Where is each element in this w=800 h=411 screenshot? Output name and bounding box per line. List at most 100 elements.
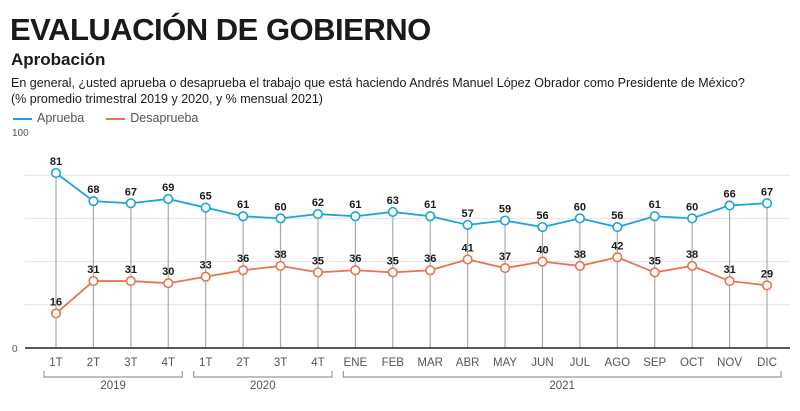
data-label: 40 <box>536 245 548 257</box>
data-label: 35 <box>387 255 399 267</box>
data-point <box>238 265 249 276</box>
x-tick-label: MAY <box>493 357 517 369</box>
data-point <box>724 275 735 287</box>
data-label: 56 <box>536 210 548 222</box>
data-point <box>425 211 436 222</box>
data-point <box>425 265 436 276</box>
data-point <box>761 198 773 209</box>
data-label: 65 <box>200 191 212 203</box>
data-label: 30 <box>162 266 174 278</box>
x-tick-label: 4T <box>311 357 324 369</box>
data-label: 36 <box>349 253 361 265</box>
x-tick-label: 1T <box>199 357 212 369</box>
data-label: 60 <box>686 201 698 213</box>
data-point <box>88 275 99 287</box>
x-tick-label: MAR <box>417 357 443 369</box>
data-point <box>462 219 473 230</box>
data-label: 37 <box>499 251 511 263</box>
x-tick-label: 4T <box>162 357 175 369</box>
note-text: (% promedio trimestral 2019 y 2020, y % … <box>11 92 323 106</box>
legend-item-aprueba: Aprueba <box>13 111 84 125</box>
data-point <box>275 213 286 224</box>
data-label: 67 <box>761 186 773 198</box>
data-point <box>612 221 623 233</box>
x-tick-label: 2T <box>236 357 249 369</box>
data-label: 61 <box>349 199 361 211</box>
legend-item-desaprueba: Desaprueba <box>106 111 198 125</box>
x-tick-label: NOV <box>717 357 742 369</box>
data-point <box>50 308 62 319</box>
data-label: 38 <box>274 249 286 261</box>
data-label: 41 <box>462 242 474 254</box>
data-point <box>350 265 361 276</box>
data-point <box>537 256 548 267</box>
group-bracket <box>342 371 782 378</box>
x-tick-label: FEB <box>382 357 405 369</box>
data-label: 31 <box>723 264 735 276</box>
data-label: 35 <box>312 255 324 267</box>
data-label: 16 <box>50 296 62 308</box>
series-line-aprueba <box>55 172 768 228</box>
data-label: 29 <box>761 268 773 280</box>
data-label: 36 <box>237 253 249 265</box>
data-point <box>200 202 211 213</box>
chart-subtitle: Aprobación <box>11 50 106 69</box>
x-tick-label: SEP <box>643 357 666 369</box>
data-label: 66 <box>723 188 735 200</box>
data-point <box>200 271 211 282</box>
data-label: 38 <box>686 249 698 261</box>
legend-label: Desaprueba <box>130 111 199 125</box>
group-label: 2020 <box>250 380 276 392</box>
y-tick-label: 100 <box>12 128 29 139</box>
data-label: 35 <box>649 255 661 267</box>
chart-question: En general, ¿usted aprueba o desaprueba … <box>11 75 745 107</box>
data-point <box>163 193 174 205</box>
data-point <box>499 215 511 226</box>
data-label: 61 <box>649 199 661 211</box>
data-label: 57 <box>462 208 474 220</box>
data-point <box>761 280 773 291</box>
data-label: 42 <box>611 240 623 252</box>
data-point <box>649 267 660 278</box>
data-point <box>574 260 585 272</box>
data-label: 38 <box>574 249 586 261</box>
data-point <box>462 254 473 265</box>
data-point <box>387 267 398 278</box>
data-label: 59 <box>499 204 511 216</box>
data-label: 69 <box>162 182 174 194</box>
question-text: En general, ¿usted aprueba o desaprueba … <box>11 76 745 90</box>
data-label: 36 <box>424 253 436 265</box>
x-tick-label: JUL <box>570 357 591 369</box>
data-label: 81 <box>50 156 62 168</box>
data-point <box>88 196 99 207</box>
group-label: 2021 <box>549 380 575 392</box>
data-point <box>537 221 548 233</box>
data-point <box>574 213 585 224</box>
data-point <box>125 275 136 287</box>
x-tick-label: 1T <box>49 357 62 369</box>
data-point <box>312 208 324 220</box>
data-label: 63 <box>387 195 399 207</box>
data-point <box>649 211 660 222</box>
x-tick-label: OCT <box>680 357 704 369</box>
data-point <box>50 167 62 179</box>
data-label: 62 <box>312 197 324 209</box>
data-point <box>350 211 361 222</box>
data-point <box>499 262 511 274</box>
y-tick-label: 0 <box>12 344 18 355</box>
chart-title: EVALUACIÓN DE GOBIERNO <box>10 12 431 47</box>
data-label: 61 <box>237 199 249 211</box>
data-label: 68 <box>87 184 99 196</box>
x-tick-label: ABR <box>456 357 480 369</box>
group-label: 2019 <box>100 380 126 392</box>
data-label: 31 <box>87 264 99 276</box>
data-point <box>612 252 623 263</box>
x-tick-label: AGO <box>605 357 631 369</box>
data-point <box>687 213 698 224</box>
x-tick-label: ENE <box>344 357 368 369</box>
x-tick-label: DIC <box>757 357 777 369</box>
legend-label: Aprueba <box>37 111 85 125</box>
data-point <box>163 278 174 289</box>
legend: Aprueba Desaprueba <box>13 111 198 125</box>
